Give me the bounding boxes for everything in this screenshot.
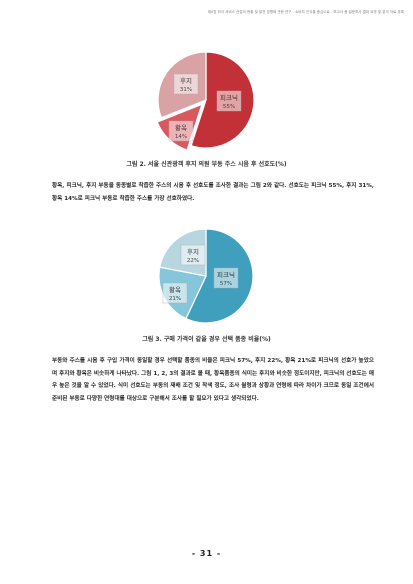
pie2-label-name-2: 황옥 (169, 285, 181, 294)
paragraph-1: 황옥, 피크닉, 후지 부동을 동종별로 착즙한 주스의 시음 후 선호도를 조… (52, 180, 374, 205)
pie2-label-box-3 (180, 244, 206, 266)
paragraph-2-text: 부동와 주스를 시음 후 구입 가격이 동일할 경우 선택할 품종의 비율은 피… (52, 358, 374, 402)
pie1-label-value-1: 55% (223, 104, 235, 110)
pie1-label-box-1 (216, 90, 242, 112)
pie2-label-box-2 (162, 282, 188, 304)
pie1-label-name-2: 황옥 (175, 123, 187, 132)
pie1-svg: 피크닉 55% 황옥 14% 후지 31% (156, 51, 255, 151)
pie1-label-value-2: 14% (175, 134, 187, 140)
pie1-label-box-3 (173, 73, 199, 95)
pie-chart-preference: 피크닉 55% 황옥 14% 후지 31% (0, 48, 413, 153)
pie2-svg: 피크닉 57% 황옥 21% 후지 22% (158, 228, 254, 324)
paragraph-1-text: 황옥, 피크닉, 후지 부동을 동종별로 착즙한 주스의 시음 후 선호도를 조… (52, 183, 374, 202)
pie2-label-name-1: 피크닉 (217, 270, 235, 279)
pie2-label-name-3: 후지 (187, 247, 199, 256)
figure3-caption: 그림 3. 구매 가격이 같을 경우 선택 품종 비율(%) (142, 336, 271, 343)
paragraph-2: 부동와 주스를 시음 후 구입 가격이 동일할 경우 선택할 품종의 비율은 피… (52, 355, 374, 405)
running-header: 제9장 외식 서비스 산업의 현황 및 발전 방향에 관한 연구 - 소비자 인… (207, 10, 404, 14)
pie1-label-value-3: 31% (180, 87, 192, 93)
pie2-label-value-2: 21% (169, 296, 181, 302)
page-number: - 31 - (191, 549, 222, 558)
pie2-label-value-1: 57% (220, 281, 232, 287)
pie1-label-box-2 (168, 120, 194, 142)
pie2-label-value-3: 22% (187, 258, 199, 264)
pie2-label-box-1 (213, 267, 239, 289)
figure2-caption: 그림 2. 서울 신관광객 후지 의원 부동 주스 시음 후 선호도(%) (126, 161, 287, 168)
pie-chart-choice: 피크닉 57% 황옥 21% 후지 22% (0, 222, 413, 327)
pie1-label-name-1: 피크닉 (220, 93, 238, 102)
pie1-label-name-3: 후지 (180, 76, 192, 85)
